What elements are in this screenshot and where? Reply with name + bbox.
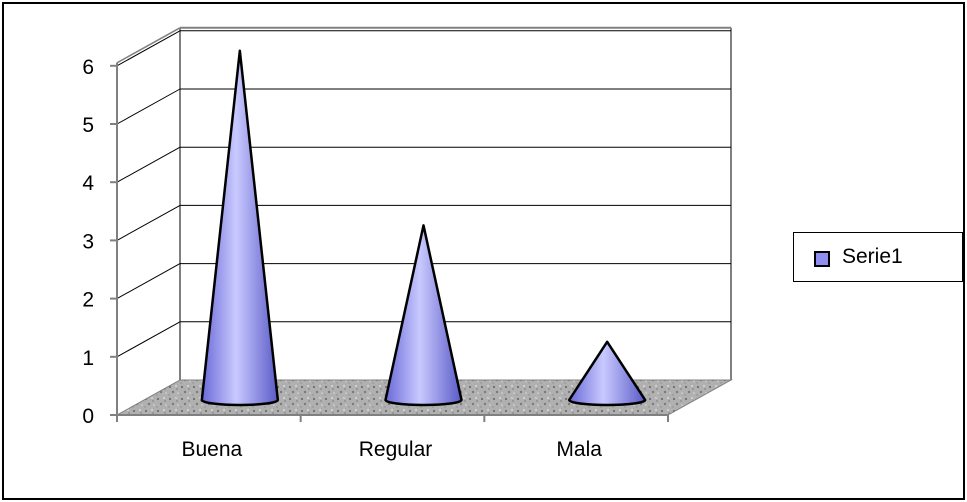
gridline-side	[116, 204, 181, 241]
x-category-label: Regular	[359, 438, 433, 461]
gridline-side	[116, 321, 181, 358]
cone-body	[567, 340, 647, 407]
cone-body	[200, 49, 280, 407]
y-tick-label: 4	[82, 172, 94, 195]
gridline-side	[116, 30, 181, 67]
gridline-side	[116, 263, 181, 300]
cone-body	[384, 224, 463, 407]
axes	[110, 62, 669, 422]
legend-swatch	[814, 251, 830, 267]
y-tick-label: 3	[82, 230, 94, 253]
legend: Serie1	[793, 232, 963, 282]
cone-mala	[567, 340, 647, 407]
x-category-label: Buena	[181, 438, 242, 461]
y-tick-label: 6	[82, 56, 94, 79]
y-tick-label: 0	[82, 405, 94, 428]
axis-labels: 0 1 2 3 4 5 6 Buena Regular Mala	[82, 56, 602, 461]
legend-label: Serie1	[842, 245, 903, 268]
cone-series	[200, 49, 647, 407]
x-category-label: Mala	[556, 438, 602, 461]
gridline-side	[116, 88, 181, 125]
y-tick-label: 5	[82, 114, 94, 137]
cone-regular	[384, 224, 463, 407]
gridlines	[116, 30, 731, 358]
y-tick-label: 2	[82, 289, 94, 312]
gridline-side	[116, 146, 181, 183]
y-tick-label: 1	[82, 347, 94, 370]
side-wall-top-edge	[116, 27, 181, 64]
cone-buena	[200, 49, 280, 407]
